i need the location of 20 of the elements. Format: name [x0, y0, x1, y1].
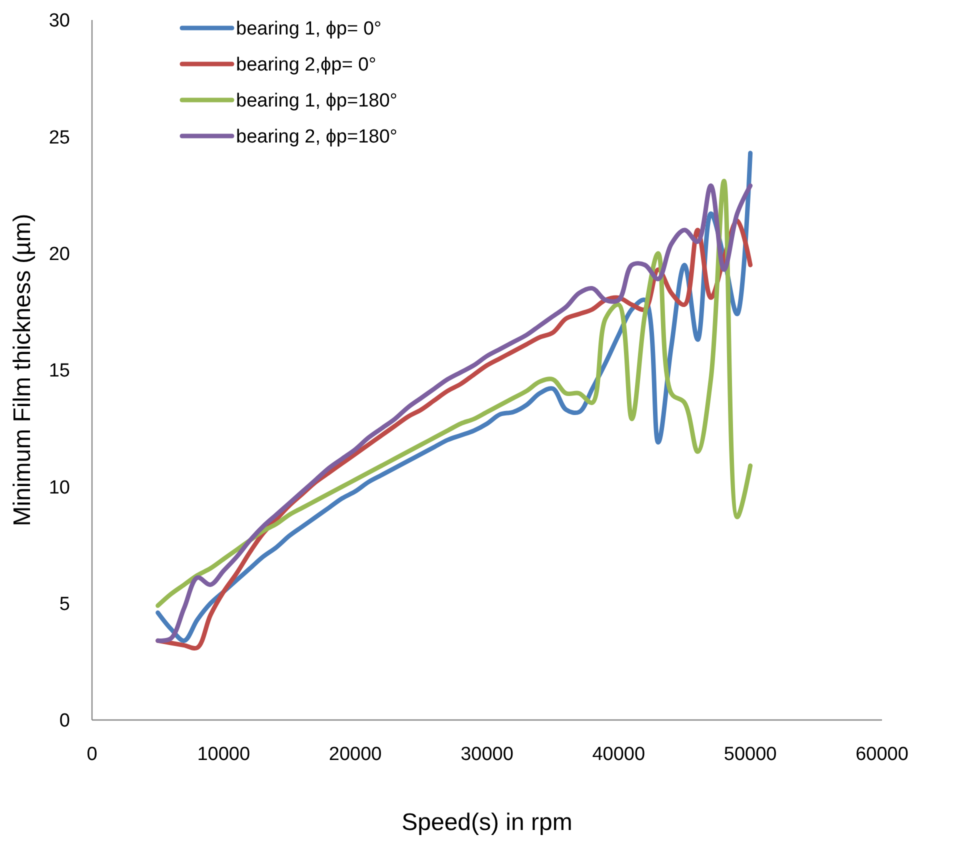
x-tick-label: 20000	[328, 744, 382, 765]
x-tick-label: 10000	[197, 744, 250, 765]
x-tick-label: 30000	[460, 744, 514, 765]
x-tick-label: 0	[86, 744, 98, 765]
y-tick-label: 15	[48, 360, 70, 382]
x-tick-label: 40000	[592, 744, 646, 765]
legend-label: bearing 1, ϕp=180°	[236, 90, 398, 112]
y-tick-label: 5	[59, 594, 70, 615]
x-tick-label: 50000	[724, 744, 777, 765]
y-axis-title: Minimum Film thickness (µm)	[9, 214, 36, 526]
y-tick-label: 30	[48, 10, 70, 32]
y-tick-label: 20	[48, 244, 70, 265]
legend-label: bearing 1, ϕp= 0°	[236, 18, 382, 40]
y-tick-label: 0	[59, 710, 70, 732]
legend-label: bearing 2, ϕp=180°	[236, 126, 398, 148]
y-tick-label: 25	[48, 127, 70, 148]
y-tick-label: 10	[48, 477, 70, 498]
legend-label: bearing 2,ϕp= 0°	[236, 54, 376, 76]
x-axis-title: Speed(s) in rpm	[402, 809, 572, 836]
x-tick-label: 60000	[856, 744, 908, 765]
